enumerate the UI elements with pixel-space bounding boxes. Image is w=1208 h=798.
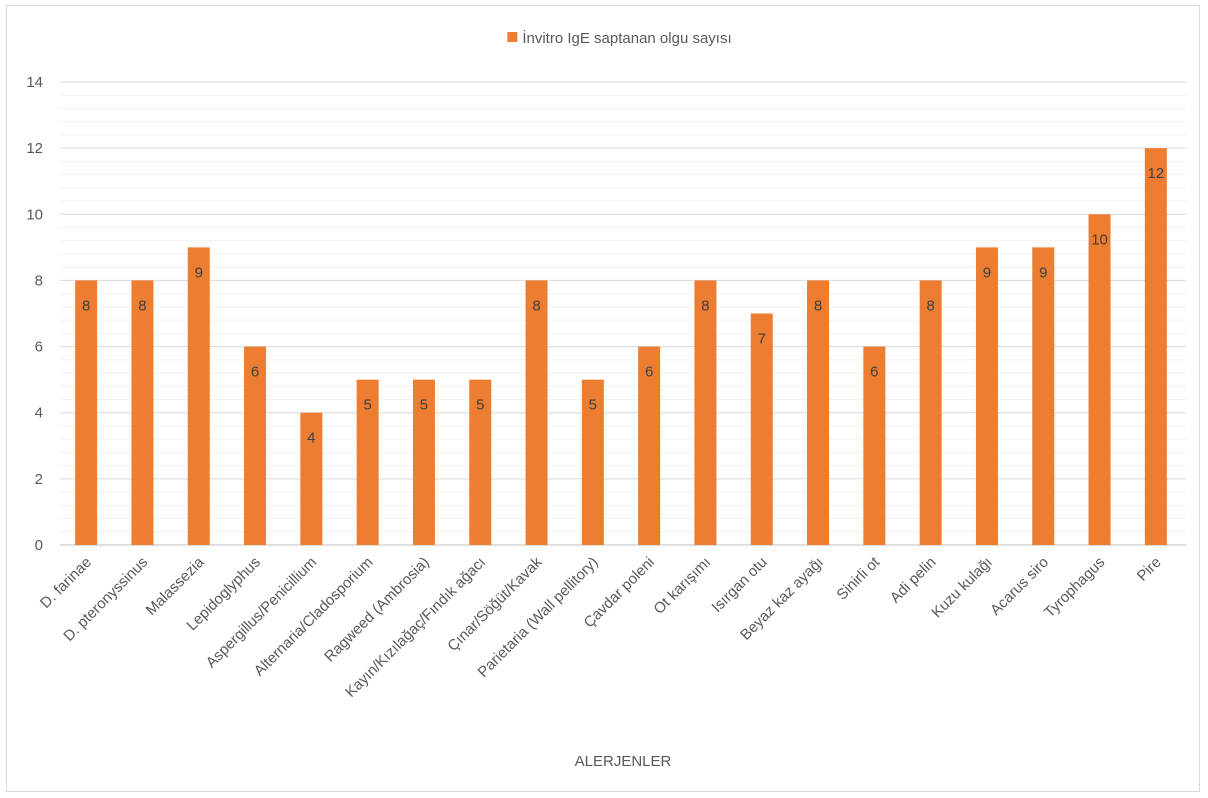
y-tick-label: 14 (26, 74, 43, 91)
data-label: 7 (758, 331, 766, 348)
category-label: Çınar/Söğüt/Kavak (444, 553, 545, 654)
category-label: Pire (1134, 554, 1165, 585)
y-tick-label: 6 (35, 339, 43, 356)
bar (300, 412, 323, 545)
y-tick-label: 2 (35, 471, 43, 488)
data-label: 8 (138, 297, 146, 314)
data-label: 8 (701, 297, 709, 314)
bar (525, 280, 548, 545)
category-label: Kuzu kulağı (928, 554, 995, 621)
data-label: 6 (251, 364, 259, 381)
data-label: 6 (870, 364, 878, 381)
data-label: 9 (1039, 264, 1047, 281)
legend: İnvitro IgE saptanan olgu sayısı (507, 29, 732, 47)
bar (356, 379, 379, 545)
data-label: 6 (645, 364, 653, 381)
category-label: Tyrophagus (1041, 554, 1108, 621)
bar (412, 379, 435, 545)
data-label: 8 (82, 297, 90, 314)
data-label: 5 (420, 397, 428, 414)
bar (244, 346, 267, 545)
y-tick-label: 12 (26, 140, 43, 157)
bars (75, 148, 1167, 546)
data-labels: 8 8 9 6 4 5 5 5 8 5 6 8 7 8 6 8 9 9 10 12 (82, 165, 1164, 447)
category-label: Ot karışımı (650, 554, 714, 618)
y-tick-label: 4 (35, 405, 43, 422)
bar (469, 379, 492, 545)
bar (863, 346, 886, 545)
category-label: Aspergillus/Penicillium (203, 554, 321, 672)
bar (1088, 214, 1111, 546)
bar (581, 379, 604, 545)
bar (975, 247, 998, 545)
y-tick-label: 8 (35, 272, 43, 289)
bar (919, 280, 942, 545)
bar (75, 280, 98, 545)
bar (750, 313, 773, 545)
x-axis-title: ALERJENLER (575, 753, 672, 770)
data-label: 12 (1148, 165, 1165, 182)
bar (638, 346, 661, 545)
bar (807, 280, 830, 545)
legend-label: İnvitro IgE saptanan olgu sayısı (522, 29, 731, 47)
category-label: Adi pelin (887, 554, 940, 607)
data-label: 8 (926, 297, 934, 314)
legend-swatch (507, 32, 518, 42)
data-label: 5 (476, 397, 484, 414)
data-label: 8 (532, 297, 540, 314)
bar (1032, 247, 1055, 545)
y-tick-label: 10 (26, 206, 43, 223)
y-tick-label: 0 (35, 537, 43, 554)
bar (694, 280, 717, 545)
category-label: Sinirli ot (833, 553, 883, 603)
data-label: 8 (814, 297, 822, 314)
bar (1144, 148, 1167, 545)
bar (131, 280, 154, 545)
gridlines (60, 81, 1186, 533)
data-label: 9 (983, 264, 991, 281)
data-label: 4 (307, 430, 315, 447)
data-label: 10 (1091, 231, 1108, 248)
data-label: 5 (589, 397, 597, 414)
data-label: 9 (195, 264, 203, 281)
data-label: 5 (363, 397, 371, 414)
bar (187, 247, 210, 545)
category-label: D. farinae (37, 554, 95, 612)
category-label: Ragweed (Ambrosia) (321, 554, 433, 666)
